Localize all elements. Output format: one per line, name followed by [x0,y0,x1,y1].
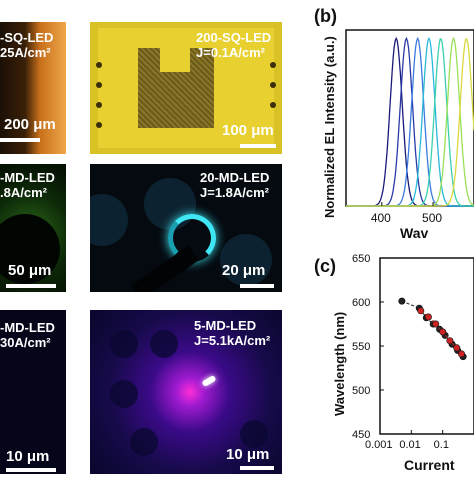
via-dot [270,82,276,88]
spectra-series [346,36,474,207]
etched-hole [150,330,178,358]
micrograph-sq-led-large: -SQ-LED 25A/cm² 200 μm [0,22,66,154]
x-tick-label: 400 [371,211,391,225]
scale-bar [240,284,274,288]
scale-label: 10 μm [6,448,50,465]
panel-label: -MD-LED .8A/cm² [0,170,55,200]
panel-label: -MD-LED 30A/cm² [0,320,55,350]
via-dot [270,102,276,108]
x-ticks: 400 500 [371,202,442,225]
scale-bar [0,138,40,142]
etched-hole [130,428,158,456]
data-point [439,328,447,336]
scale-label: 20 μm [222,262,266,279]
via-dot [96,102,102,108]
probe-tip [131,245,199,292]
scale-label: 10 μm [226,446,270,463]
data-point [432,320,440,328]
etched-hole [240,420,268,448]
panel-label: -SQ-LED 25A/cm² [0,30,54,60]
x-tick-label: 500 [422,211,442,225]
data-point [453,344,461,352]
micrograph-200-sq-led: 200-SQ-LED J=0.1A/cm² 100 μm [90,22,282,154]
scale-label: 100 μm [222,122,274,139]
etched-hole [0,214,60,284]
scale-label: 50 μm [8,262,52,279]
data-point [458,350,466,358]
etched-hole [220,234,272,286]
y-tick-label: 500 [352,385,370,397]
wavelength-chart: (c) Wavelength (nm) 450 500 550 600 650 0.00… [300,240,474,474]
x-tick-label: 0.001 [365,439,393,451]
x-axis-label: Wav [400,225,428,240]
panel-letter-b: (b) [314,6,337,26]
scale-label: 200 μm [4,116,56,133]
data-point [398,297,406,305]
scale-bar [6,468,56,472]
x-tick-label: 0.1 [434,439,449,451]
data-points [398,297,467,361]
x-tick-label: 0.01 [399,439,420,451]
data-point [446,337,454,345]
micrograph-md-led-green: -MD-LED .8A/cm² 50 μm [0,164,66,292]
scale-bar [240,144,276,148]
emission-spot [201,374,217,388]
spectrum-line [346,38,474,207]
y-axis-label: Wavelength (nm) [332,312,347,416]
micrograph-5-md-led: 5-MD-LED J=5.1kA/cm² 10 μm [90,310,282,474]
emission-ring [168,214,216,262]
plot-frame [379,257,474,435]
scale-bar [240,466,274,470]
panel-label: 5-MD-LED J=5.1kA/cm² [194,318,271,348]
panel-label: 200-SQ-LED J=0.1A/cm² [196,30,272,60]
y-tick-label: 650 [352,253,370,265]
etched-hole [110,380,138,408]
etched-hole [110,330,138,358]
micrograph-md-led-dark: -MD-LED 30A/cm² 10 μm [0,310,66,474]
panel-letter-c: (c) [314,256,336,276]
y-tick-label: 450 [352,429,370,441]
el-spectra-chart: (b) Normalized EL Intensity (a.u.) 400 50… [300,0,474,241]
y-tick-label: 600 [352,297,370,309]
el-spectra-svg: Normalized EL Intensity (a.u.) 400 500 Wa… [322,29,474,241]
pad-notch [160,48,190,72]
via-dot [96,62,102,68]
via-dot [96,82,102,88]
via-dot [270,62,276,68]
x-axis-label: Current [404,457,455,473]
data-point [417,307,425,315]
etched-hole [90,194,128,246]
y-tick-label: 550 [352,341,370,353]
via-dot [96,122,102,128]
y-axis-label: Normalized EL Intensity (a.u.) [322,36,337,218]
y-ticks: 450 500 550 600 650 [352,253,384,441]
scale-bar [6,284,56,288]
panel-label: 20-MD-LED J=1.8A/cm² [200,170,270,200]
data-point [424,313,432,321]
x-ticks: 0.001 0.01 0.1 [365,430,449,451]
micrograph-20-md-led: 20-MD-LED J=1.8A/cm² 20 μm [90,164,282,292]
